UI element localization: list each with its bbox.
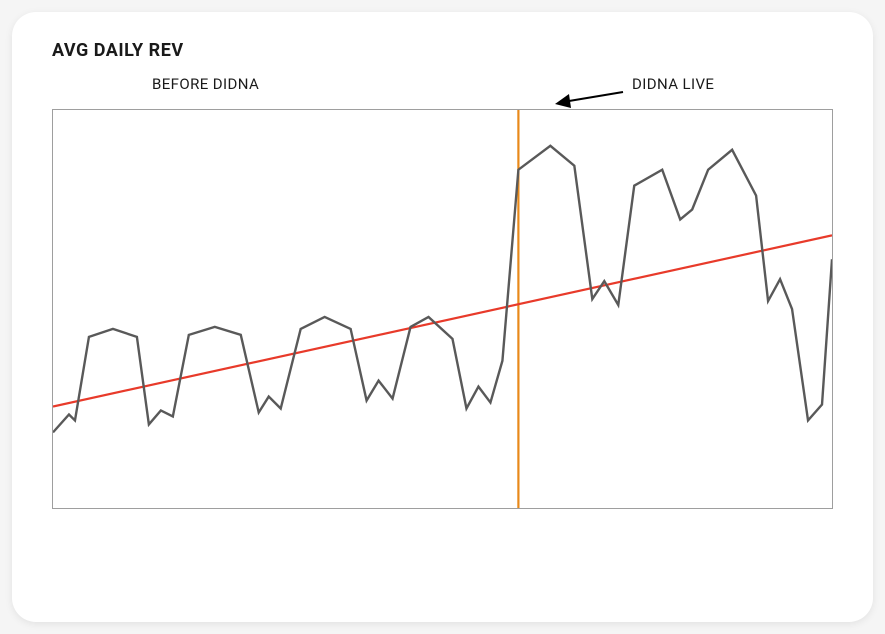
chart-svg: [53, 110, 832, 508]
label-before-didna: BEFORE DIDNA: [152, 75, 259, 93]
trend-line: [53, 235, 832, 406]
label-didna-live: DIDNA LIVE: [632, 75, 714, 93]
chart-card: AVG DAILY REV BEFORE DIDNA DIDNA LIVE: [12, 12, 873, 622]
chart-title: AVG DAILY REV: [52, 40, 833, 61]
chart-plot-area: [52, 109, 833, 509]
data-series-line: [53, 146, 832, 433]
chart-labels-row: BEFORE DIDNA DIDNA LIVE: [52, 75, 833, 109]
